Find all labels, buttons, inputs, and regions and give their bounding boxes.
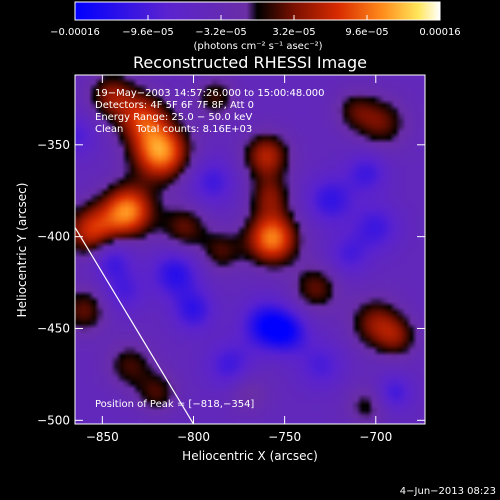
x-axis-ticks: −850 −800 −750 −700 [86,75,392,444]
colorbar [74,1,441,21]
plot-frame [74,74,426,425]
y-tick-label: −400 [37,230,70,244]
solar-limb-line [75,227,195,424]
annotation-time-range: 19−May−2003 14:57:26.000 to 15:00:48.000 [95,88,325,99]
peak-position-label: Position of Peak = [−818,−354] [95,399,254,410]
x-tick-label: −750 [268,430,301,444]
colorbar-tick-label: 0.00016 [419,27,460,38]
y-tick-label: −350 [37,138,70,152]
y-tick-label: −500 [37,413,70,427]
colorbar-tick-label: 3.2e−05 [272,27,315,38]
chart-title: Reconstructed RHESSI Image [133,53,367,72]
y-tick-label: −450 [37,321,70,335]
x-tick-label: −700 [359,430,392,444]
heatmap-image [75,75,425,424]
y-axis-label: Heliocentric Y (arcsec) [15,183,29,318]
colorbar-ticks: −0.00016 −9.6e−05 −3.2e−05 3.2e−05 9.6e−05 0.… [50,15,461,38]
colorbar-tick-label: −3.2e−05 [195,27,247,38]
annotation-energy-range: Energy Range: 25.0 − 50.0 keV [95,112,252,123]
colorbar-tick-label: −0.00016 [50,27,100,38]
colorbar-tick-label: 9.6e−05 [345,27,388,38]
annotation-counts: Clean Total counts: 8.16E+03 [95,124,252,135]
annotation-detectors: Detectors: 4F 5F 6F 7F 8F, Att 0 [95,100,254,111]
x-axis-label: Heliocentric X (arcsec) [182,449,318,463]
x-tick-label: −850 [86,430,119,444]
x-tick-label: −800 [177,430,210,444]
colorbar-unit-label: (photons cm⁻² s⁻¹ asec⁻²) [193,41,322,52]
colorbar-tick-label: −9.6e−05 [122,27,174,38]
y-axis-ticks: −350 −400 −450 −500 [37,138,425,427]
timestamp: 4−Jun−2013 08:23 [400,486,496,497]
